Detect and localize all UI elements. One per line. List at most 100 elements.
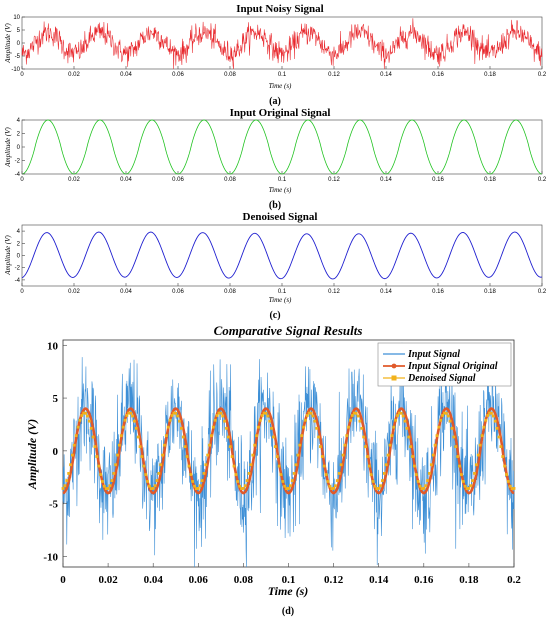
x-tick-label: 0.14 xyxy=(380,177,392,183)
denoised-marker xyxy=(352,411,356,415)
denoised-marker xyxy=(366,455,369,458)
x-tick-label: 0.16 xyxy=(432,72,444,78)
denoised-marker xyxy=(473,472,476,475)
denoised-marker xyxy=(471,479,475,482)
denoised-marker xyxy=(159,463,163,467)
x-tick-label: 0.02 xyxy=(98,574,118,586)
denoised-marker xyxy=(431,453,435,457)
y-axis-label: Amplitude (V) xyxy=(4,23,12,64)
x-tick-label: 0.06 xyxy=(172,72,184,78)
denoised-marker xyxy=(166,425,170,429)
denoised-marker xyxy=(320,455,324,458)
denoised-marker xyxy=(396,414,399,417)
denoised-marker xyxy=(82,411,86,415)
denoised-marker xyxy=(76,425,80,429)
y-tick-label: -4 xyxy=(15,172,21,178)
x-tick-label: 0.2 xyxy=(538,289,547,295)
denoised-marker xyxy=(196,487,200,490)
denoised-marker xyxy=(461,480,465,483)
y-tick-label: 10 xyxy=(47,340,59,352)
denoised-marker xyxy=(512,487,516,490)
denoised-marker xyxy=(144,473,148,476)
denoised-marker xyxy=(416,480,420,483)
denoised-marker xyxy=(322,464,326,468)
denoised-marker xyxy=(189,473,193,476)
x-tick-label: 0.02 xyxy=(68,289,80,295)
denoised-marker xyxy=(465,487,469,491)
denoised-marker xyxy=(226,435,230,439)
denoised-marker xyxy=(510,487,514,491)
denoised-marker xyxy=(443,411,446,415)
denoised-marker xyxy=(65,479,69,482)
denoised-marker xyxy=(67,472,71,475)
x-tick-label: 0.18 xyxy=(484,289,496,295)
denoised-marker xyxy=(339,463,343,467)
y-tick-label: -5 xyxy=(49,499,59,511)
denoised-marker xyxy=(413,464,416,468)
x-ticks: 0 0.02 0.04 0.06 0.08 0.1 0.12 0.14 0.16 0.18 0.2 xyxy=(60,563,521,586)
denoised-marker xyxy=(446,414,450,418)
denoised-marker xyxy=(285,487,289,491)
denoised-marker xyxy=(407,435,411,439)
x-tick-label: 0 xyxy=(20,177,24,183)
x-tick-label: 0.18 xyxy=(459,574,479,586)
denoised-marker xyxy=(490,411,493,415)
x-axis-label: Time (s) xyxy=(269,186,292,194)
denoised-marker xyxy=(170,414,174,417)
x-tick-label: 0 xyxy=(20,72,24,78)
denoised-marker xyxy=(236,480,240,483)
x-ticks: 0 0.02 0.04 0.06 0.08 0.1 0.12 0.14 0.16 0.18 0.2 xyxy=(20,171,547,183)
plot-frame xyxy=(21,224,543,287)
denoised-marker xyxy=(275,455,279,458)
denoised-marker xyxy=(397,411,401,415)
denoised-marker xyxy=(292,472,296,475)
x-tick-label: 0.18 xyxy=(484,177,496,183)
denoised-marker xyxy=(319,445,322,449)
y-tick-label: 0 xyxy=(17,145,21,151)
denoised-marker xyxy=(211,425,215,429)
denoised-marker xyxy=(129,411,133,415)
y-tick-label: -10 xyxy=(43,551,58,563)
denoised-marker xyxy=(354,411,358,415)
denoised-marker xyxy=(313,419,317,423)
denoised-marker xyxy=(304,418,307,422)
denoised-marker xyxy=(260,414,264,417)
denoised-marker xyxy=(80,414,84,417)
denoised-marker xyxy=(411,455,414,458)
denoised-marker xyxy=(172,411,176,415)
denoised-marker xyxy=(428,472,431,475)
denoised-marker xyxy=(480,434,484,438)
denoised-marker xyxy=(215,414,219,417)
y-tick-label: -2 xyxy=(15,266,21,272)
denoised-marker xyxy=(238,484,242,488)
denoised-marker xyxy=(369,473,373,476)
denoised-marker xyxy=(157,472,161,475)
denoised-marker xyxy=(401,414,405,418)
denoised-marker xyxy=(439,418,443,422)
series-line-denoised xyxy=(21,231,543,280)
denoised-marker xyxy=(493,419,497,423)
denoised-marker xyxy=(311,414,315,418)
denoised-marker xyxy=(142,464,146,468)
denoised-marker xyxy=(422,487,426,490)
chart-title: Input Original Signal xyxy=(230,107,331,119)
denoised-marker xyxy=(206,453,210,457)
denoised-marker xyxy=(270,426,273,430)
denoised-marker xyxy=(486,414,490,417)
denoised-marker xyxy=(317,435,320,439)
denoised-marker xyxy=(247,472,251,475)
denoised-marker xyxy=(459,473,463,476)
denoised-marker xyxy=(405,426,409,430)
denoised-marker xyxy=(253,443,257,447)
denoised-marker xyxy=(458,464,461,468)
denoised-marker xyxy=(371,480,375,483)
caption-b: (b) xyxy=(269,200,281,211)
x-tick-label: 0.16 xyxy=(414,574,434,586)
denoised-marker xyxy=(208,443,211,447)
denoised-marker xyxy=(234,473,238,476)
denoised-marker xyxy=(195,487,198,491)
y-ticks: 10 5 0 -5 -10 xyxy=(11,15,25,73)
denoised-marker xyxy=(187,464,191,468)
y-tick-label: 0 xyxy=(17,254,21,260)
denoised-marker xyxy=(384,463,388,467)
